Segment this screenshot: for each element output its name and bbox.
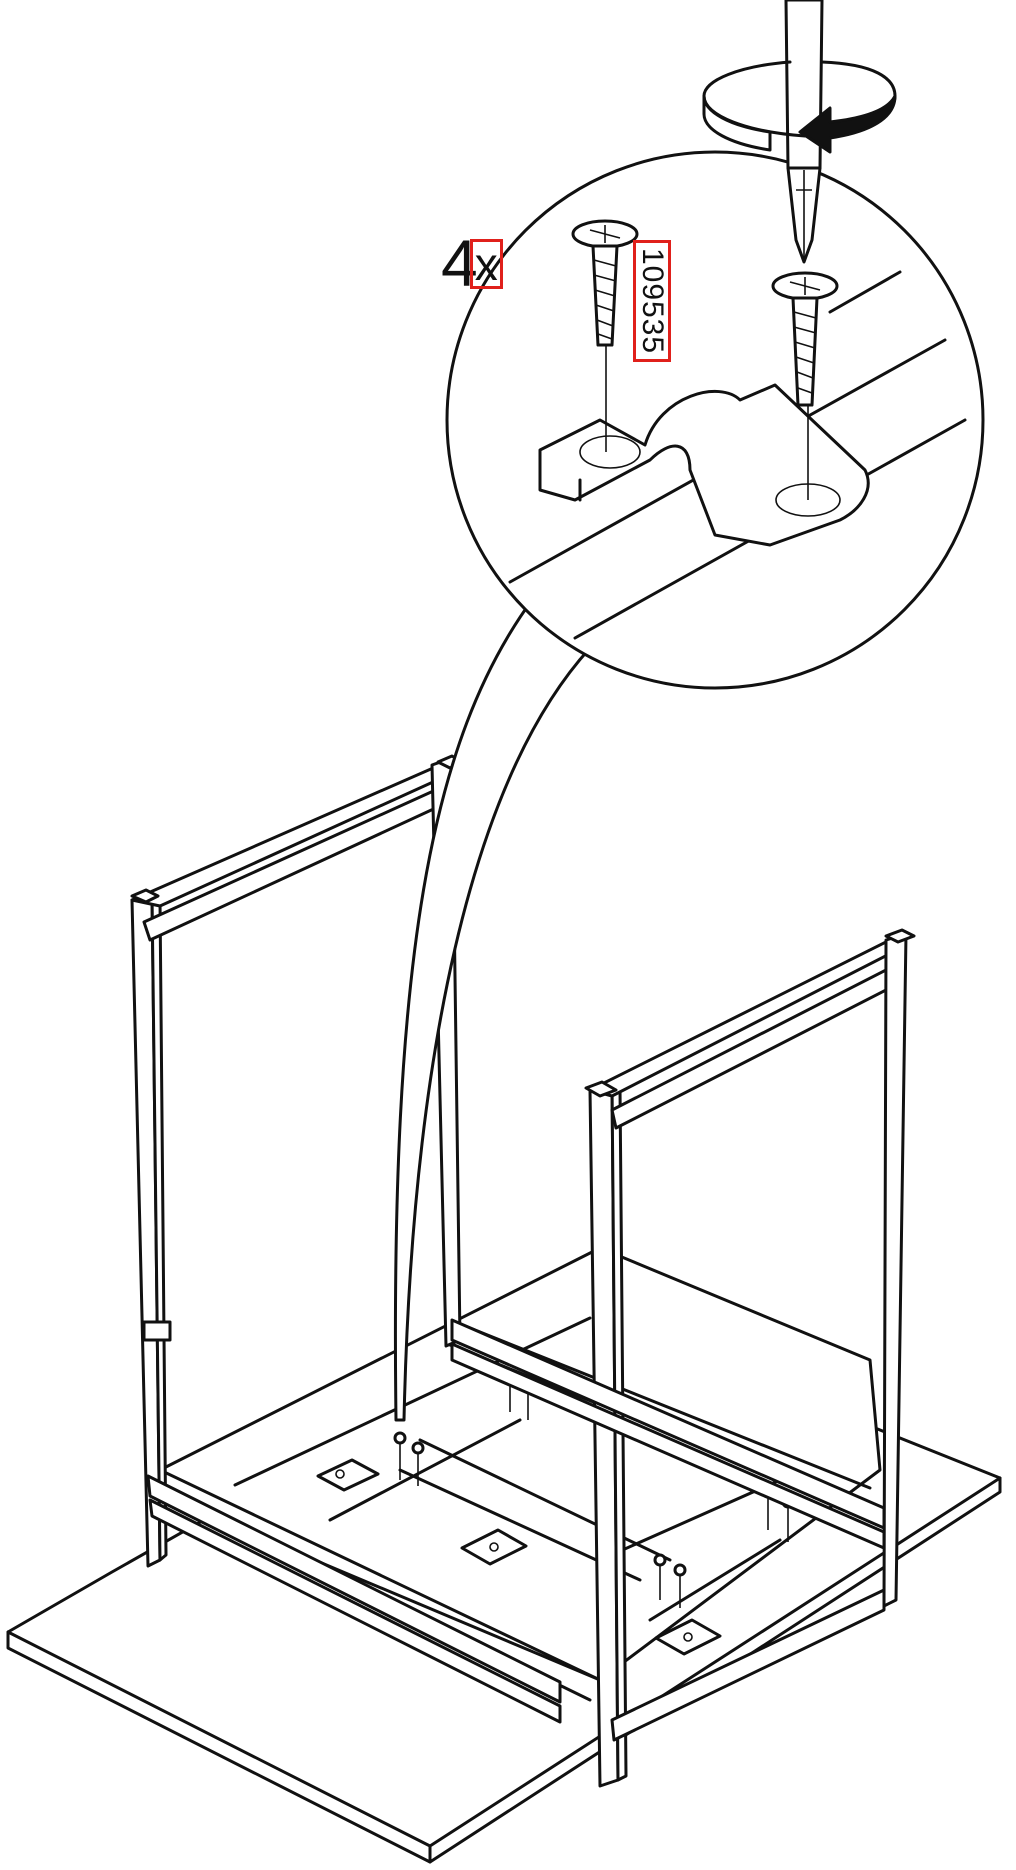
quantity-label: 4x (441, 230, 503, 296)
part-number-text: 109535 (636, 247, 669, 355)
right-side-frame (450, 928, 916, 1788)
hinge-plate (316, 1458, 380, 1492)
clockwise-rotation-arrow-icon (702, 60, 897, 154)
hinge-plate (654, 1618, 722, 1656)
wood-screw-icon (771, 271, 839, 407)
part-number-label: 109535 (633, 240, 671, 362)
wood-screw-icon (571, 219, 639, 347)
left-side-frame (130, 754, 562, 1724)
detail-magnifier-circle (445, 150, 985, 690)
quantity-multiplier: x (469, 239, 503, 289)
detail-leader-callout (393, 598, 592, 1422)
hinge-plate (460, 1528, 528, 1566)
